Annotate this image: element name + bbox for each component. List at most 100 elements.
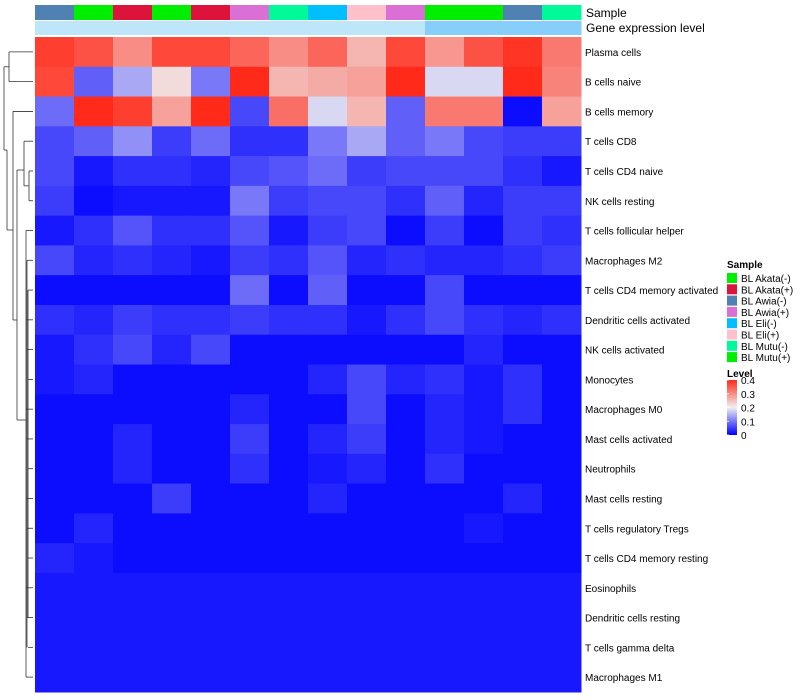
row-label: Plasma cells (585, 48, 641, 59)
heatmap-cell (503, 126, 543, 157)
heatmap-cell (347, 543, 387, 574)
legend-swatch (727, 352, 737, 363)
heatmap-cell (386, 215, 426, 246)
heatmap-cell (464, 245, 504, 276)
heatmap-cell (74, 96, 114, 127)
heatmap-cell (542, 662, 582, 693)
heatmap-cell (152, 156, 192, 187)
heatmap-cell (191, 96, 231, 127)
heatmap-cell (464, 543, 504, 574)
legend-entry-label: BL Akata(-) (741, 274, 791, 285)
heatmap-cell (74, 185, 114, 217)
heatmap-cell (152, 245, 192, 276)
heatmap-cell (35, 304, 75, 336)
color-bar-title: Level (727, 369, 753, 380)
row-labels: Plasma cells B cells naive B cells memory T… (585, 48, 718, 684)
heatmap-cell (347, 37, 387, 68)
heatmap-cell (386, 156, 426, 187)
heatmap-cell (113, 304, 153, 336)
anno-label-gene-expression: Gene expression level (586, 21, 705, 35)
heatmap-cell (74, 66, 114, 98)
anno-sample-cell (425, 5, 465, 20)
heatmap-cell (230, 602, 270, 633)
heatmap-cell (347, 394, 387, 425)
row-label: NK cells resting (585, 197, 654, 208)
heatmap-cell (269, 483, 309, 514)
anno-expr-cell (269, 21, 309, 35)
heatmap-cell (386, 424, 426, 455)
heatmap-cell (74, 662, 114, 693)
heatmap-cell (230, 632, 270, 663)
heatmap-cell (35, 185, 75, 217)
heatmap-cell (425, 602, 465, 633)
heatmap-cell (269, 185, 309, 217)
heatmap-cell (269, 513, 309, 544)
heatmap-cell (464, 364, 504, 395)
color-bar-tick-label: 0.1 (741, 417, 755, 428)
heatmap-cell (308, 275, 348, 306)
anno-expr-cell (74, 21, 114, 35)
heatmap-cell (503, 66, 543, 98)
heatmap-cell (464, 602, 504, 633)
heatmap-cell (269, 662, 309, 693)
heatmap-cell (386, 334, 426, 365)
heatmap-cell (152, 543, 192, 574)
heatmap-cell (152, 453, 192, 485)
heatmap-cell (464, 215, 504, 246)
anno-sample-cell (464, 5, 504, 20)
heatmap-cell (152, 334, 192, 365)
row-label: T cells CD4 memory activated (585, 286, 718, 297)
heatmap-cell (230, 394, 270, 425)
legend-swatch (727, 284, 737, 295)
heatmap-cell (308, 572, 348, 604)
row-label: B cells memory (585, 107, 653, 118)
legend-swatch (727, 306, 737, 317)
heatmap-cell (308, 96, 348, 127)
heatmap-cell (386, 126, 426, 157)
heatmap-cell (113, 394, 153, 425)
heatmap-cell (386, 185, 426, 217)
heatmap-cell (464, 513, 504, 544)
heatmap-cell (113, 513, 153, 544)
heatmap-cell (347, 483, 387, 514)
heatmap-cell (347, 245, 387, 276)
heatmap-cell (35, 572, 75, 604)
heatmap-cell (152, 185, 192, 217)
anno-expr-cell (542, 21, 582, 35)
heatmap-cell (347, 572, 387, 604)
row-label: B cells naive (585, 78, 642, 89)
heatmap-cell (35, 543, 75, 574)
heatmap-cell (230, 334, 270, 365)
heatmap-cell (113, 185, 153, 217)
heatmap-cell (425, 156, 465, 187)
heatmap-cell (269, 602, 309, 633)
heatmap-cell (35, 245, 75, 276)
anno-expr-cell (425, 21, 465, 35)
legend-swatch (727, 329, 737, 340)
legend-swatch (727, 318, 737, 329)
heatmap-cell (542, 156, 582, 187)
heatmap-cell (425, 275, 465, 306)
row-label: T cells CD8 (585, 137, 637, 148)
heatmap-cell (230, 66, 270, 98)
heatmap-cell (386, 37, 426, 68)
heatmap-cell (542, 245, 582, 276)
heatmap-cell (191, 602, 231, 633)
heatmap-cell (464, 632, 504, 663)
heatmap-cell (191, 275, 231, 306)
heatmap-cell (191, 334, 231, 365)
color-bar-tick-label: 0 (741, 431, 747, 442)
legend-swatch (727, 340, 737, 351)
heatmap-cell (269, 275, 309, 306)
heatmap-cell (347, 156, 387, 187)
anno-expr-cell (347, 21, 387, 35)
heatmap-cell (464, 66, 504, 98)
heatmap-cell (425, 483, 465, 514)
heatmap-cell (152, 572, 192, 604)
heatmap-cell (425, 66, 465, 98)
legend-entry-label: BL Akata(+) (741, 285, 793, 296)
heatmap-cell (152, 66, 192, 98)
